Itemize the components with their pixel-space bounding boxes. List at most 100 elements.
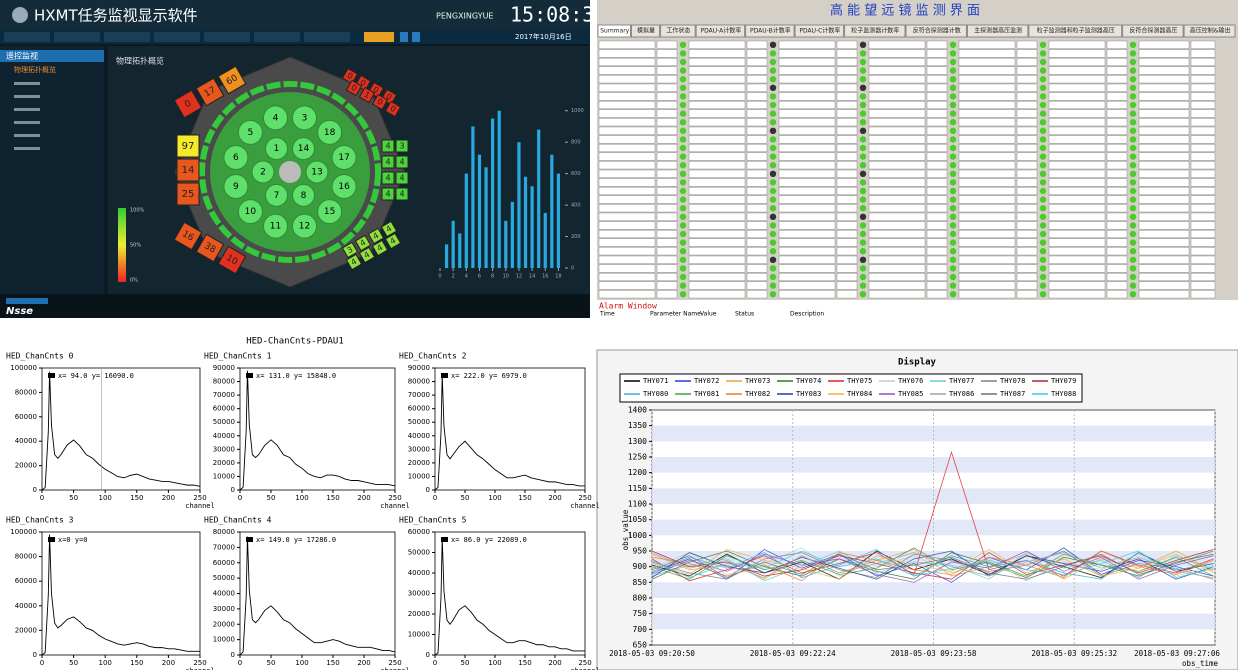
detector-count: 16 (338, 182, 350, 192)
cell-label (1049, 222, 1105, 230)
y-tick-label: 60000 (15, 413, 37, 421)
cell-label (599, 67, 655, 75)
cell-value (1107, 84, 1127, 92)
x-tick-label: 100 (99, 659, 112, 667)
cell-label (689, 170, 745, 178)
cell-label (1049, 213, 1105, 221)
y-tick-label: 1100 (628, 500, 647, 509)
cell-label (869, 196, 925, 204)
cell-value (1107, 41, 1127, 49)
cell-label (1049, 67, 1105, 75)
cell-label (779, 187, 835, 195)
status-led (680, 222, 686, 228)
y-tick-label: 40000 (408, 432, 430, 440)
tab-label[interactable]: 工作状态 (666, 27, 690, 35)
tab-label[interactable]: PDAU-C计数率 (799, 27, 840, 35)
status-led (680, 231, 686, 237)
cell-value (747, 93, 767, 101)
tab-label[interactable]: PDAU-A计数率 (700, 27, 741, 35)
cell-value (657, 222, 677, 230)
menu-item[interactable]: 物理拓扑概览 (14, 65, 56, 74)
cell-value (747, 222, 767, 230)
x-tick-label: 0 (238, 494, 242, 502)
cell-value (927, 101, 947, 109)
tab-label[interactable]: PDAU-B计数率 (750, 27, 791, 35)
x-tick-label: 200 (357, 659, 370, 667)
cell-label (869, 187, 925, 195)
cell-label (1139, 101, 1189, 109)
status-led (950, 102, 956, 108)
x-tick-label: 250 (388, 494, 401, 502)
cell-value (927, 110, 947, 118)
cell-value (1107, 290, 1127, 298)
tab-label[interactable]: 反符合探测器计数 (913, 27, 961, 35)
y-tick-label: 1150 (628, 484, 647, 493)
tab-label[interactable]: 粒子监测器和粒子监测器高压 (1037, 27, 1115, 35)
cell-label (1139, 50, 1189, 58)
cell-value (1191, 196, 1215, 204)
status-led (860, 248, 866, 254)
x-tick-label: 2018-05-03 09:22:24 (750, 649, 836, 658)
cell-value (1017, 75, 1037, 83)
status-led (770, 102, 776, 108)
cell-value (1107, 101, 1127, 109)
cell-label (779, 282, 835, 290)
cell-label (869, 93, 925, 101)
cell-label (1139, 127, 1189, 135)
y-tick-label: 30000 (408, 590, 430, 598)
cell-label (779, 58, 835, 66)
cell-value (1191, 282, 1215, 290)
status-led (1040, 274, 1046, 280)
cell-label (779, 101, 835, 109)
status-led (1040, 248, 1046, 254)
y-tick-label: 1200 (628, 468, 647, 477)
tab-label[interactable]: 模拟量 (637, 27, 655, 35)
x-tick-label: 150 (518, 659, 531, 667)
status-led (950, 239, 956, 245)
legend-label: THY076 (898, 377, 923, 385)
cell-value (927, 93, 947, 101)
cell-label (869, 222, 925, 230)
tab-label[interactable]: 粒子监测器计数率 (851, 27, 899, 35)
tab-label[interactable]: 高压控制&输出 (1190, 27, 1231, 35)
cell-label (689, 265, 745, 273)
box-count: 14 (182, 165, 195, 176)
cell-label (1049, 239, 1105, 247)
cell-label (869, 204, 925, 212)
cell-label (959, 290, 1015, 298)
cell-label (1049, 230, 1105, 238)
x-tick-label: 18 (555, 274, 561, 280)
box-count: 3 (399, 142, 404, 151)
legend-label: THY074 (796, 377, 821, 385)
tab-label[interactable]: 主探测器高压监测 (974, 27, 1022, 35)
status-led (680, 282, 686, 288)
legend-label: THY077 (949, 377, 974, 385)
legend-label: THY073 (745, 377, 770, 385)
cell-label (779, 265, 835, 273)
tab-label[interactable]: Summary (600, 28, 629, 35)
status-button[interactable] (6, 298, 48, 304)
cell-value (657, 93, 677, 101)
cell-value (657, 136, 677, 144)
plot-title: HED_ChanCnts 2 (399, 352, 467, 361)
x-tick-label: 150 (326, 494, 339, 502)
status-led (860, 93, 866, 99)
plot-frame (435, 368, 585, 490)
cell-label (959, 161, 1015, 169)
box-count: 4 (399, 190, 404, 199)
tab-label[interactable]: 反符合探测器高压 (1129, 27, 1177, 35)
cell-label (599, 239, 655, 247)
cell-label (599, 136, 655, 144)
alarm-column: Status (735, 311, 754, 318)
y-tick-label: 100000 (10, 364, 37, 372)
cell-label (689, 93, 745, 101)
cell-label (1139, 153, 1189, 161)
cell-value (1017, 118, 1037, 126)
status-led (950, 93, 956, 99)
cell-label (599, 110, 655, 118)
cell-label (599, 213, 655, 221)
cell-label (599, 273, 655, 281)
plot-frame (435, 532, 585, 655)
cell-label (959, 136, 1015, 144)
x-tick-label: 50 (69, 494, 78, 502)
